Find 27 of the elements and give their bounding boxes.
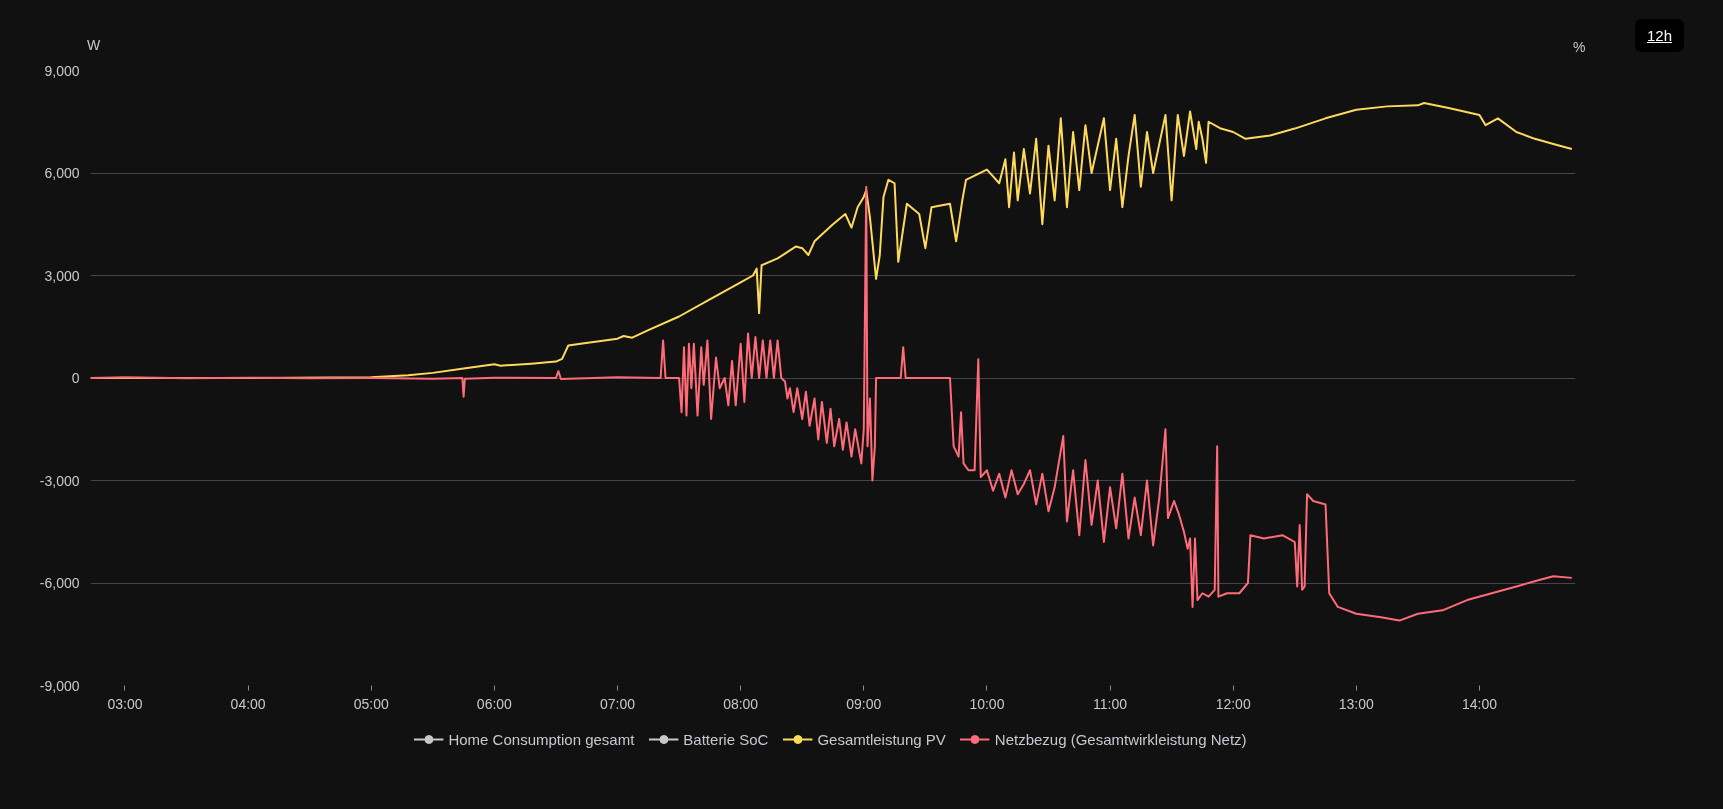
x-tick-label: 14:00 (1461, 695, 1498, 712)
legend-label: Home Consumption gesamt (448, 730, 635, 748)
x-tick-label: 10:00 (969, 695, 1005, 712)
y-tick-label: 3,000 (44, 267, 80, 284)
x-tick-label: 13:00 (1338, 695, 1375, 712)
y-tick-label: -9,000 (39, 677, 80, 694)
y-tick-label: -3,000 (39, 472, 80, 489)
y2-axis-title: % (1573, 38, 1586, 57)
x-tick-label: 06:00 (476, 695, 513, 712)
x-tick-label: 03:00 (107, 695, 143, 712)
x-tick-label: 08:00 (723, 695, 759, 712)
x-tick-label: 04:00 (230, 695, 266, 712)
legend-label: Netzbezug (Gesamtwirkleistung Netz) (994, 730, 1247, 748)
y-tick-label: 6,000 (44, 165, 80, 181)
x-tick-label: 07:00 (600, 695, 636, 712)
y-tick-label: -6,000 (39, 575, 80, 591)
x-tick-label: 12:00 (1215, 695, 1251, 712)
y-tick-label: 0 (71, 370, 80, 386)
line-series (90, 185, 1573, 622)
legend-label: Batterie SoC (683, 730, 769, 748)
x-tick-label: 09:00 (846, 695, 882, 712)
x-tick-label: 05:00 (353, 695, 389, 712)
y-axis-title: W (87, 36, 101, 55)
y-tick-label: 9,000 (44, 62, 80, 79)
text: 12h (1635, 19, 1685, 53)
legend-label: Gesamtleistung PV (817, 730, 946, 748)
x-tick-label: 11:00 (1093, 695, 1128, 712)
